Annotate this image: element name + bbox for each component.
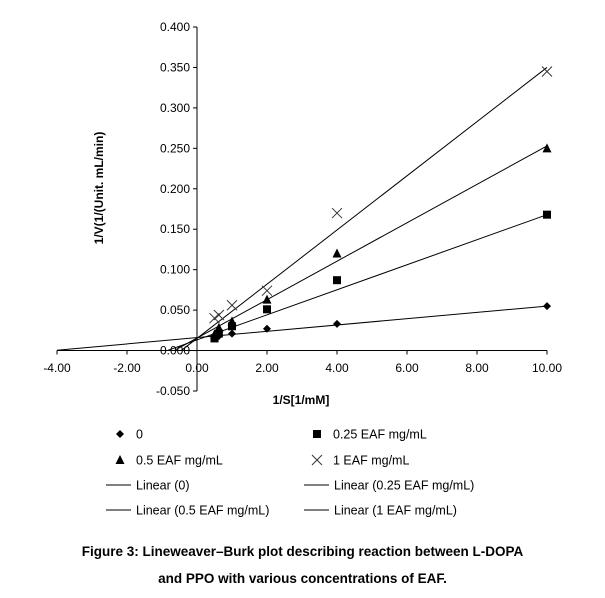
- data-point: [262, 294, 272, 304]
- cross-stroke: [311, 454, 323, 466]
- data-point: [261, 285, 273, 297]
- data-point: [543, 302, 551, 311]
- y-tick-label: 0.400: [160, 20, 190, 34]
- y-axis-title: 1/V(1/(Unit. mL/min): [92, 132, 106, 245]
- data-point: [263, 305, 271, 314]
- legend-marker: [313, 430, 321, 438]
- x-tick-label: 4.00: [325, 361, 349, 375]
- x-tick-label: -2.00: [113, 361, 141, 375]
- data-point: [214, 322, 224, 332]
- data-point: [213, 309, 225, 321]
- x-axis-title: 1/S[1/mM]: [273, 393, 330, 407]
- data-point: [263, 324, 271, 333]
- y-tick-label: -0.050: [156, 384, 190, 398]
- data-point: [228, 322, 236, 331]
- data-point: [227, 316, 237, 326]
- axes: [56, 26, 548, 392]
- y-tick-label: 0.250: [160, 141, 190, 155]
- x-tick-label: 8.00: [465, 361, 489, 375]
- legend-label: Linear (0.5 EAF mg/mL): [136, 504, 269, 518]
- cross-stroke: [209, 312, 220, 324]
- legend-label: Linear (0.25 EAF mg/mL): [334, 479, 474, 493]
- data-point: [214, 329, 223, 338]
- legend-label: 1 EAF mg/mL: [333, 454, 409, 468]
- data-point: [543, 210, 551, 219]
- figure-caption: Figure 3: Lineweaver–Burk plot describin…: [0, 538, 605, 592]
- x-tick-label: 6.00: [395, 361, 419, 375]
- y-tick-label: 0.350: [160, 60, 190, 74]
- legend-label: Linear (0): [136, 479, 190, 493]
- trend-line: [174, 145, 548, 351]
- cross-stroke: [213, 309, 225, 321]
- x-tick-label: 2.00: [255, 361, 279, 375]
- x-tick-label: 0.00: [185, 361, 209, 375]
- legend-label: 0.25 EAF mg/mL: [333, 428, 427, 442]
- data-point: [541, 66, 553, 77]
- legend-marker: [116, 430, 124, 438]
- y-tick-label: 0.100: [160, 263, 190, 277]
- data-point: [228, 329, 236, 338]
- y-tick-label: 0.150: [160, 222, 190, 236]
- legend: 0 0.25 EAF mg/mL 0.5 EAF mg/mL 1 EAF mg/mL L…: [106, 428, 474, 518]
- tick-labels: -0.050 0.000 0.050 0.100 0.150 0.200 0.250 0.30…: [43, 20, 562, 398]
- x-tick-label: 10.00: [532, 361, 562, 375]
- cross-stroke: [226, 299, 238, 311]
- data-point: [210, 334, 219, 343]
- legend-marker: [311, 454, 323, 466]
- cross-stroke: [331, 207, 343, 219]
- trend-line: [167, 214, 548, 352]
- trend-line: [180, 67, 548, 351]
- lineweaver-burk-chart: -0.0500.0000.0500.1000.1500.2000.2500.30…: [43, 20, 562, 518]
- y-tick-label: 0.000: [160, 344, 190, 358]
- caption-line-1: Figure 3: Lineweaver–Burk plot describin…: [81, 544, 524, 559]
- data-point: [333, 319, 341, 328]
- legend-label: 0.5 EAF mg/mL: [136, 454, 223, 468]
- data-point: [542, 143, 552, 153]
- legend-marker: [115, 455, 125, 464]
- data-point: [332, 248, 342, 258]
- cross-stroke: [541, 66, 553, 77]
- caption-line-2: and PPO with various concentrations of E…: [158, 571, 447, 586]
- data-markers: [209, 66, 553, 343]
- trend-line: [56, 305, 548, 351]
- trend-lines: [56, 67, 548, 352]
- data-point: [226, 299, 238, 311]
- legend-label: Linear (1 EAF mg/mL): [334, 504, 457, 518]
- data-point: [209, 312, 220, 324]
- cross-stroke: [261, 285, 273, 297]
- x-tick-label: -4.00: [43, 361, 71, 375]
- data-point: [333, 276, 341, 285]
- y-tick-label: 0.050: [160, 303, 190, 317]
- y-tick-label: 0.200: [160, 182, 190, 196]
- data-point: [210, 329, 219, 339]
- data-point: [331, 207, 343, 219]
- y-tick-label: 0.300: [160, 101, 190, 115]
- legend-label: 0: [136, 428, 143, 442]
